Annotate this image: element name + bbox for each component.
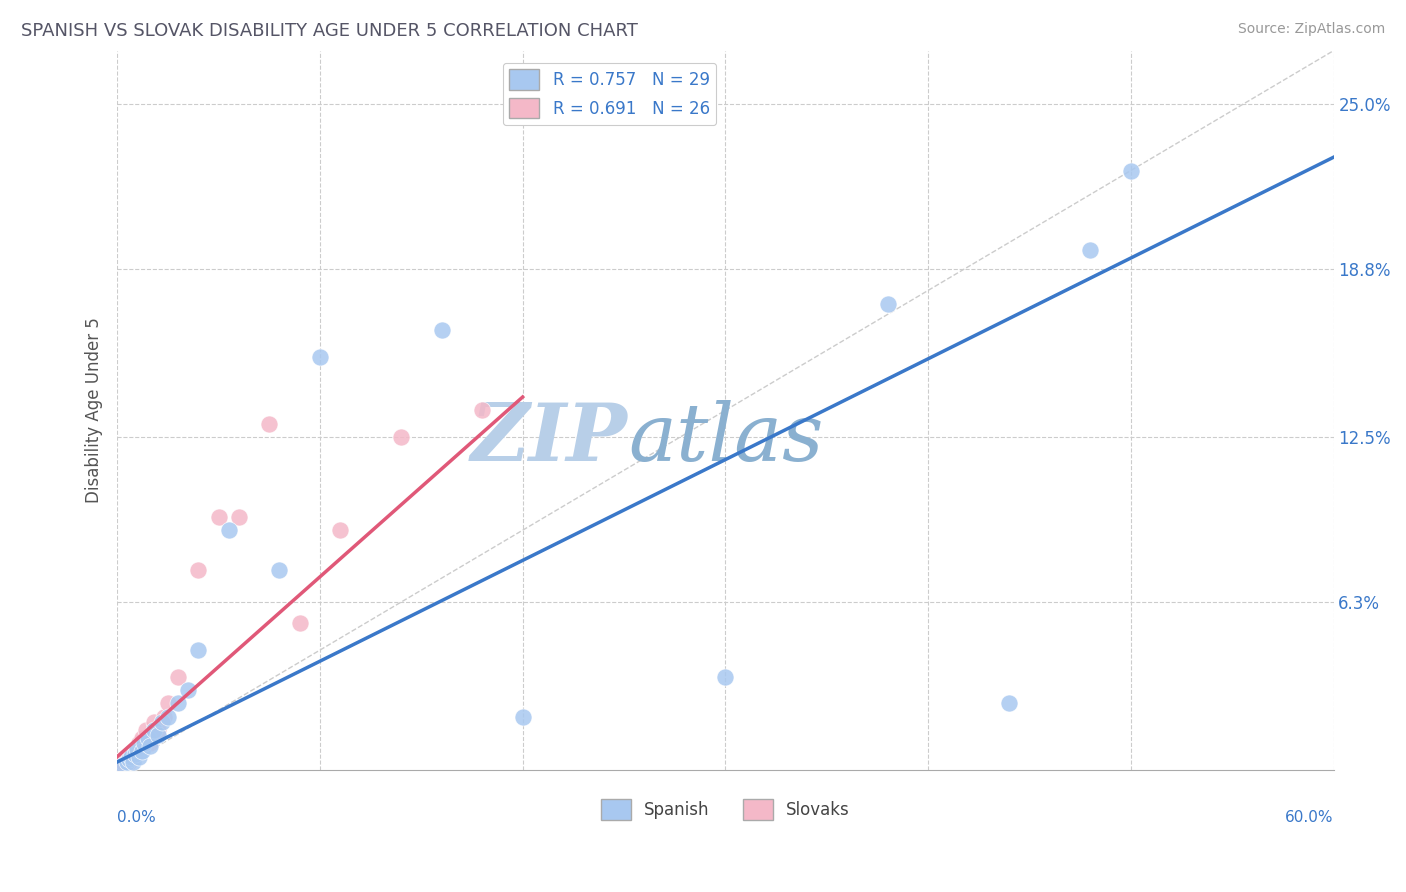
Point xyxy=(131,744,153,758)
Point xyxy=(114,752,136,766)
Point xyxy=(128,749,150,764)
Point xyxy=(228,509,250,524)
Point xyxy=(512,709,534,723)
Point xyxy=(156,709,179,723)
Point xyxy=(110,757,132,772)
Point xyxy=(132,736,155,750)
Point xyxy=(288,616,311,631)
Point xyxy=(218,523,240,537)
Point xyxy=(118,755,141,769)
Text: atlas: atlas xyxy=(628,401,824,478)
Point xyxy=(124,744,146,758)
Text: 0.0%: 0.0% xyxy=(117,810,156,824)
Point xyxy=(1078,244,1101,258)
Point xyxy=(153,709,176,723)
Point xyxy=(430,323,453,337)
Point xyxy=(120,749,142,764)
Point xyxy=(112,757,135,772)
Point xyxy=(269,563,291,577)
Point xyxy=(714,670,737,684)
Point xyxy=(142,714,165,729)
Point xyxy=(112,755,135,769)
Point xyxy=(120,747,142,761)
Point xyxy=(117,755,139,769)
Point xyxy=(1119,163,1142,178)
Point xyxy=(135,723,157,737)
Y-axis label: Disability Age Under 5: Disability Age Under 5 xyxy=(86,318,103,503)
Point xyxy=(177,683,200,698)
Text: 60.0%: 60.0% xyxy=(1285,810,1333,824)
Point xyxy=(187,563,209,577)
Point xyxy=(118,752,141,766)
Point xyxy=(309,350,332,364)
Point xyxy=(257,417,280,431)
Point xyxy=(122,749,145,764)
Point xyxy=(138,736,160,750)
Point xyxy=(117,749,139,764)
Text: SPANISH VS SLOVAK DISABILITY AGE UNDER 5 CORRELATION CHART: SPANISH VS SLOVAK DISABILITY AGE UNDER 5… xyxy=(21,22,638,40)
Point xyxy=(150,714,173,729)
Point xyxy=(136,731,159,745)
Legend: Spanish, Slovaks: Spanish, Slovaks xyxy=(595,793,856,826)
Point xyxy=(167,697,190,711)
Point xyxy=(329,523,352,537)
Text: Source: ZipAtlas.com: Source: ZipAtlas.com xyxy=(1237,22,1385,37)
Point xyxy=(142,723,165,737)
Point xyxy=(876,297,898,311)
Point xyxy=(127,741,149,756)
Point xyxy=(146,728,169,742)
Point xyxy=(167,670,190,684)
Point xyxy=(389,430,412,444)
Point xyxy=(207,509,229,524)
Point xyxy=(471,403,494,417)
Point xyxy=(128,736,150,750)
Point xyxy=(124,747,146,761)
Point xyxy=(122,755,145,769)
Point xyxy=(146,723,169,737)
Point xyxy=(998,697,1021,711)
Point xyxy=(131,731,153,745)
Point xyxy=(187,643,209,657)
Point xyxy=(127,741,149,756)
Text: ZIP: ZIP xyxy=(471,401,628,478)
Point xyxy=(156,697,179,711)
Point xyxy=(138,739,160,753)
